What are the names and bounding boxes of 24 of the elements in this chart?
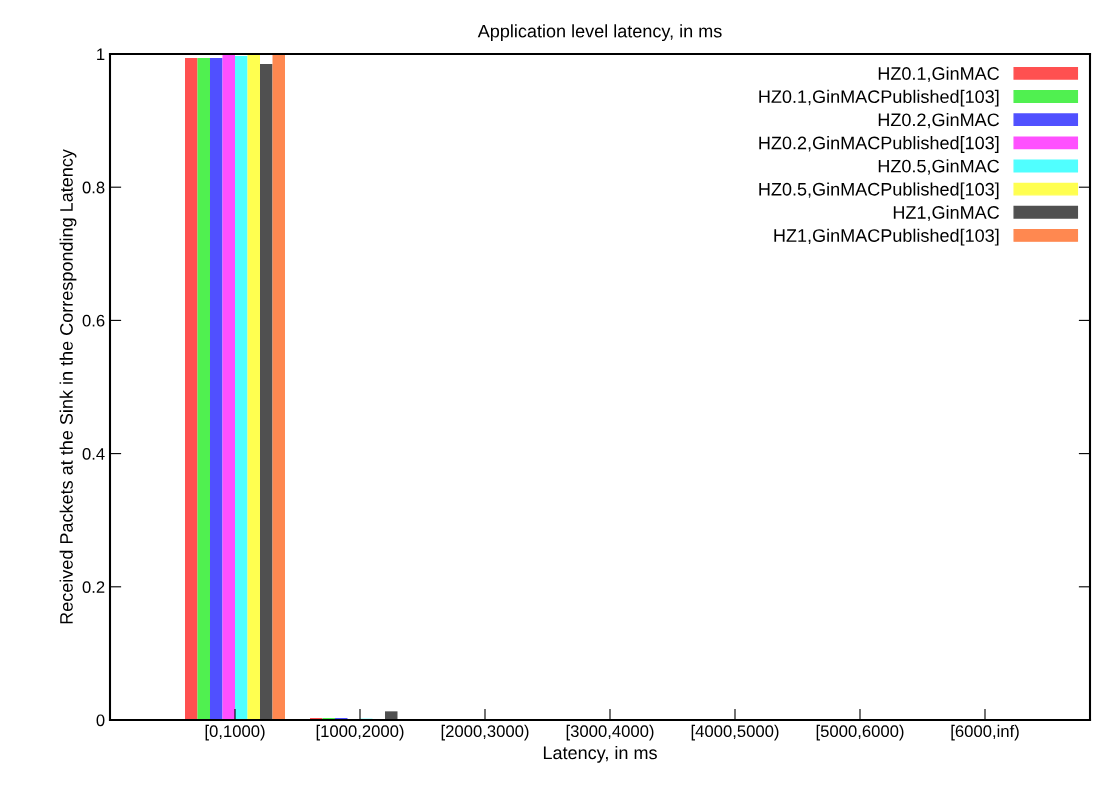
chart-title: Application level latency, in ms bbox=[477, 24, 722, 42]
x-tick-label: [2000,3000) bbox=[441, 724, 529, 741]
x-tick-label: [6000,inf) bbox=[951, 724, 1019, 741]
y-tick-label: 0.2 bbox=[82, 581, 105, 593]
y-tick-label: 0.8 bbox=[82, 181, 105, 194]
legend-label: HZ0.1,GinMACPublished[103] bbox=[759, 89, 999, 107]
x-tick-label: [3000,4000) bbox=[566, 724, 654, 741]
x-tick-label: [4000,5000) bbox=[691, 724, 779, 741]
y-tick-label: 0.4 bbox=[82, 448, 105, 460]
legend-label: HZ0.5,GinMACPublished[103] bbox=[759, 182, 999, 200]
x-tick-label: [5000,6000) bbox=[816, 724, 904, 741]
y-tick-label: 1 bbox=[97, 48, 105, 61]
x-axis-title: Latency, in ms bbox=[543, 745, 657, 763]
legend-label: HZ0.2,GinMACPublished[103] bbox=[759, 136, 999, 153]
y-axis-title: Received Packets at the Sink in the Corresponding Latency bbox=[59, 149, 77, 624]
x-tick-label: [0,1000) bbox=[205, 724, 265, 741]
legend-label: HZ1,GinMAC bbox=[893, 205, 1000, 221]
legend-label: HZ0.5,GinMAC bbox=[878, 159, 1000, 175]
legend-label: HZ0.1,GinMAC bbox=[878, 66, 1000, 83]
y-tick-label: 0.6 bbox=[82, 314, 105, 327]
legend-label: HZ1,GinMACPublished[103] bbox=[774, 228, 999, 246]
x-tick-label: [1000,2000) bbox=[316, 724, 404, 741]
y-tick-label: 0 bbox=[96, 714, 105, 727]
legend-label: HZ0.2,GinMAC bbox=[878, 112, 1000, 129]
